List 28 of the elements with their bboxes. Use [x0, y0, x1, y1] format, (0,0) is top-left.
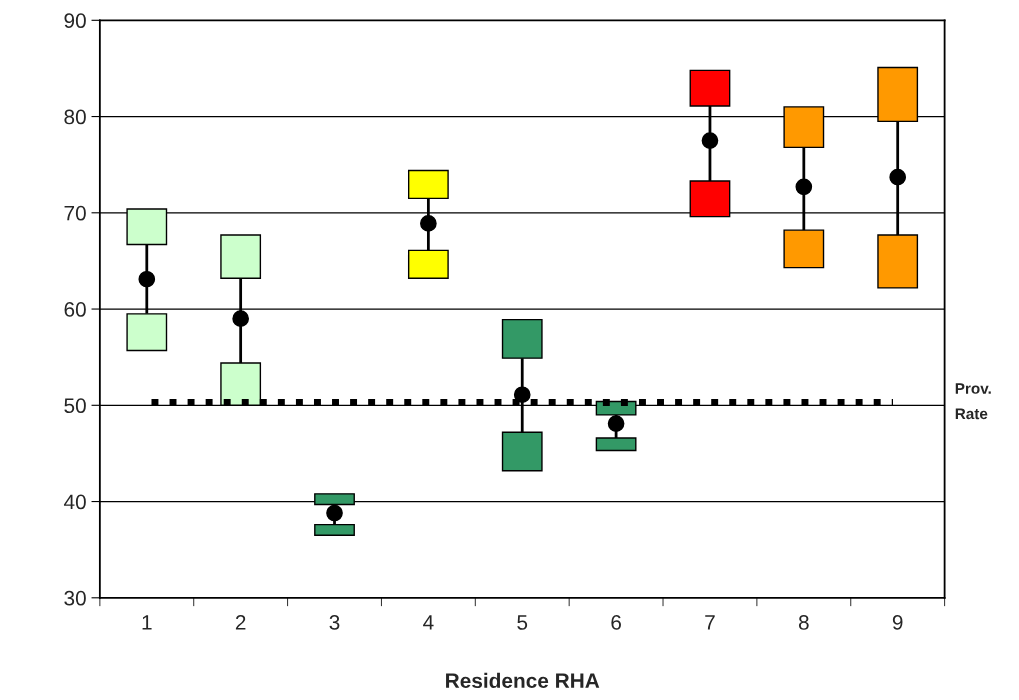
y-tick-label: 60 — [64, 302, 86, 317]
point — [513, 386, 531, 404]
point — [138, 270, 156, 288]
y-tick-label: 90 — [64, 13, 86, 29]
x-tick-label: 7 — [705, 615, 715, 630]
x-tick-label: 9 — [892, 615, 903, 630]
ref-line-label: Prov. Rate — [955, 383, 991, 420]
point — [607, 415, 625, 432]
point — [701, 132, 719, 149]
x-axis-title: Residence RHA — [446, 672, 600, 689]
point — [326, 504, 343, 522]
point — [889, 168, 907, 186]
y-tick-label: 80 — [64, 109, 86, 125]
y-tick-label: 40 — [63, 494, 86, 510]
y-tick-label: 70 — [64, 205, 86, 221]
x-tick-label: 2 — [235, 615, 246, 630]
x-tick-label: 1 — [142, 615, 152, 630]
y-tick-label: 50 — [64, 398, 86, 414]
point — [420, 215, 437, 232]
x-tick-label: 4 — [423, 615, 434, 630]
x-tick-label: 3 — [329, 615, 340, 630]
bar — [314, 523, 355, 536]
x-tick-label: 8 — [798, 615, 809, 630]
point — [795, 178, 813, 196]
x-tick-label: 5 — [517, 615, 528, 630]
y-tick-label: 30 — [64, 590, 86, 606]
x-tick-label: 6 — [611, 615, 621, 630]
point — [232, 310, 249, 328]
